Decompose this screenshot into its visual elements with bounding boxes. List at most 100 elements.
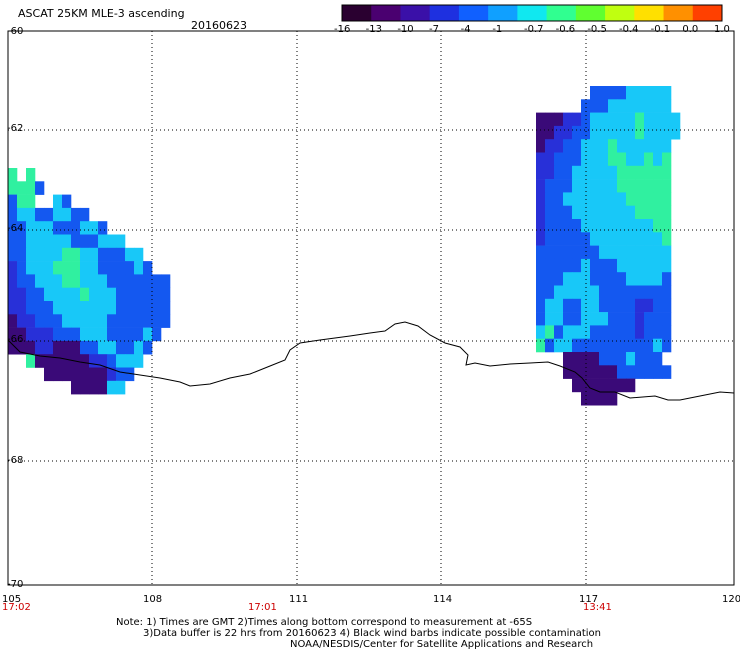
wind-cell [635,205,645,220]
wind-cell [653,219,663,233]
wind-cell [545,139,555,153]
wind-cell [107,234,117,249]
wind-cell [572,378,582,393]
wind-cell [98,274,108,288]
wind-cell [662,99,672,113]
wind-cell [80,287,90,302]
wind-cell [617,205,627,220]
wind-cell [644,298,654,313]
wind-cell [554,245,564,260]
wind-cell [626,285,636,300]
wind-cell [590,192,600,206]
wind-cell [635,285,645,300]
wind-cell [44,247,54,262]
wind-cell [626,272,636,286]
wind-cell [671,125,681,140]
wind-cell [626,86,636,100]
wind-cell [644,192,654,206]
wind-cell [590,152,600,167]
wind-cell [590,378,600,393]
wind-cell [8,327,18,342]
wind-cell [44,261,54,275]
wind-cell [536,325,546,339]
wind-cell [617,312,627,326]
wind-cell [608,99,618,113]
wind-cell [635,86,645,100]
wind-cell [572,272,582,286]
wind-cell [17,287,27,302]
wind-cell [17,247,27,262]
wind-cell [662,112,672,127]
wind-cell [35,340,45,355]
wind-cell [662,232,672,246]
wind-cell [545,258,555,273]
wind-cell [581,338,591,353]
wind-cell [653,192,663,206]
wind-cell [581,245,591,260]
wind-cell [116,354,126,368]
wind-cell [599,152,609,167]
wind-cell [608,205,618,220]
wind-cell [80,234,90,249]
wind-cell [71,314,81,328]
wind-cell [554,258,564,273]
wind-cell [26,301,36,315]
colorbar-swatch [429,5,460,21]
wind-cell [8,261,18,275]
time-label: 13:41 [583,602,612,613]
wind-cell [608,391,618,406]
wind-cell [644,258,654,273]
wind-cell [635,352,645,366]
wind-cell [599,325,609,339]
wind-cell [116,287,126,302]
wind-cell [545,272,555,286]
wind-cell [581,365,591,379]
wind-cell [8,194,18,209]
wind-cell [563,365,573,379]
wind-cell [644,219,654,233]
wind-cell [116,247,126,262]
wind-cell [608,125,618,140]
wind-cell [644,245,654,260]
wind-cell [35,314,45,328]
colorbar-swatch [400,5,431,21]
wind-cell [44,314,54,328]
wind-cell [161,287,171,302]
wind-cell [644,205,654,220]
wind-cell [626,179,636,193]
wind-cell [107,301,117,315]
wind-cell [644,165,654,180]
wind-cell [62,340,72,355]
wind-cell [572,338,582,353]
colorbar-swatch [458,5,489,21]
colorbar-label: -7 [429,24,439,35]
wind-cell [626,258,636,273]
wind-cell [89,234,99,249]
wind-cell [80,314,90,328]
wind-cell [671,112,681,127]
wind-cell [17,301,27,315]
wind-cell [125,247,135,262]
wind-cell [134,301,144,315]
colorbar-label: -4 [460,24,471,35]
wind-cell [653,298,663,313]
wind-cell [563,272,573,286]
wind-cell [35,354,45,368]
wind-cell [17,234,27,249]
wind-cell [644,125,654,140]
wind-cell [35,261,45,275]
colorbar-label: -0.6 [555,24,576,35]
wind-cell [17,261,27,275]
wind-cell [53,261,63,275]
wind-cell [599,86,609,100]
wind-cell [590,139,600,153]
wind-cell [8,287,18,302]
wind-cell [653,325,663,339]
wind-cell [644,86,654,100]
wind-cell [617,139,627,153]
wind-cell [536,179,546,193]
wind-cell [536,112,546,127]
wind-cell [125,274,135,288]
wind-cell [53,221,63,235]
wind-cell [581,219,591,233]
